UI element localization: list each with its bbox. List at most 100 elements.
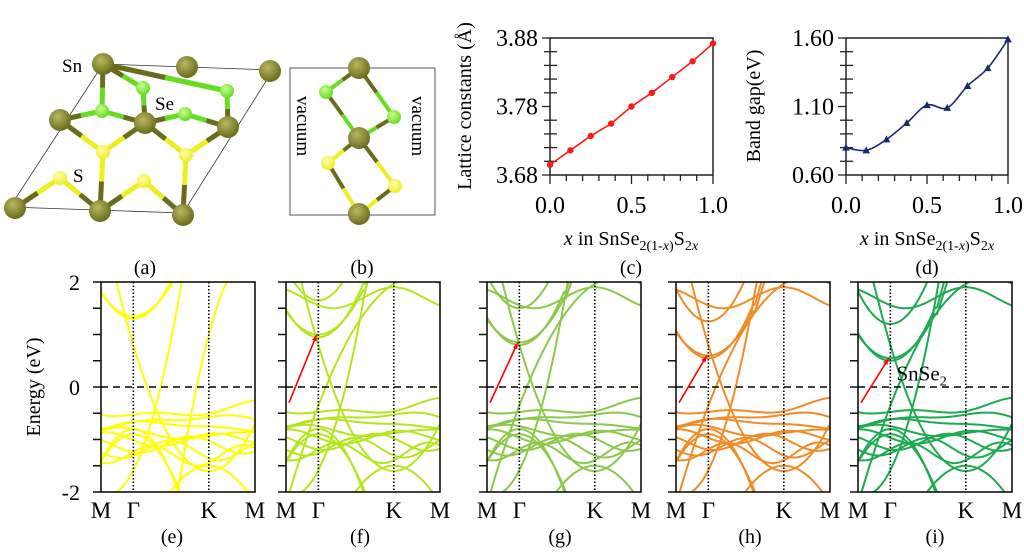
band-line (858, 417, 1012, 430)
s-atom (137, 174, 151, 188)
s-atom (321, 156, 335, 170)
band-line (286, 433, 367, 492)
band-line (101, 427, 180, 492)
s-atom (388, 179, 402, 193)
x-tick-label: 0.0 (831, 193, 861, 219)
sn-atom (176, 56, 198, 78)
k-point-label: M (245, 498, 265, 523)
k-point-label: M (1002, 498, 1022, 523)
band-line (487, 417, 641, 430)
data-point (669, 73, 676, 81)
band-line (690, 282, 830, 473)
data-point (709, 40, 717, 47)
band-line (872, 282, 1012, 473)
band-line (487, 441, 641, 465)
se-atom (220, 84, 234, 98)
data-point (648, 89, 656, 97)
data-point (842, 143, 850, 151)
vacuum-label-right: vacuum (407, 96, 428, 156)
data-point (862, 146, 871, 154)
chart-d-xlabel: x in SnSe2(1-x)S2x (859, 228, 995, 254)
sn-atom (348, 127, 370, 149)
y-tick-label: 1.10 (792, 95, 834, 121)
bands (676, 282, 830, 492)
sn-atom (89, 200, 111, 222)
k-point-label: K (586, 498, 603, 523)
band-line (676, 441, 830, 465)
sn-atom (217, 116, 239, 138)
band-line (926, 464, 1006, 492)
band-line (101, 439, 255, 462)
data-point (587, 132, 594, 140)
y-tick-label: 1.60 (792, 26, 834, 52)
band-line (286, 417, 440, 430)
k-point-label: M (631, 498, 651, 523)
x-tick-label: 1.0 (698, 193, 728, 219)
x-tick-label: 0.0 (535, 193, 565, 219)
band-line (676, 436, 830, 459)
panel-label-f: (f) (350, 526, 370, 548)
chart-c-ylabel: Lattice constants (Å) (454, 22, 476, 190)
sn-atom (4, 197, 26, 219)
band-line (286, 436, 440, 459)
band-line (555, 464, 635, 492)
k-point-label: K (200, 498, 217, 523)
atom-label-se: Se (155, 94, 174, 115)
chart-d-ylabel: Band gap(eV) (743, 50, 765, 163)
bands (487, 282, 641, 492)
k-point-label: Γ (513, 498, 526, 523)
band-line (101, 399, 255, 418)
bands (286, 282, 440, 492)
band-line (288, 282, 440, 492)
sn-atom (172, 204, 194, 226)
panel-label-h: (h) (738, 526, 761, 548)
k-point-label: M (91, 498, 111, 523)
band-line (169, 464, 249, 492)
data-point (923, 101, 931, 109)
sn-atom (92, 53, 114, 75)
band-line (858, 441, 1012, 465)
band-line (286, 396, 440, 415)
se-atom (95, 104, 109, 118)
transition-arrow (489, 342, 519, 404)
band-line (101, 433, 182, 492)
band-line (487, 282, 570, 347)
k-point-label: K (385, 498, 402, 523)
chart-c-xlabel: x in SnSe2(1-x)S2x (563, 228, 699, 254)
panel-label-i: (i) (926, 526, 945, 548)
bands (101, 282, 255, 492)
series-line (845, 38, 1009, 152)
y-tick-label: 3.68 (496, 163, 538, 189)
panel-label-c: (c) (620, 257, 642, 279)
band-line (101, 282, 183, 492)
band-line (101, 444, 255, 467)
band-ytick-0: 0 (69, 375, 80, 400)
bands (858, 282, 1012, 492)
band-line (858, 396, 1012, 415)
band-line (858, 433, 939, 492)
data-point (689, 58, 696, 65)
band-line (487, 436, 641, 459)
k-point-label: Γ (127, 498, 140, 523)
arrow-head-icon (312, 334, 317, 342)
band-line (127, 282, 140, 284)
band-line (101, 282, 172, 320)
band-line (858, 427, 937, 492)
data-point (902, 118, 911, 126)
k-point-label: M (848, 498, 868, 523)
transition-arrow (860, 357, 890, 404)
data-point (963, 81, 972, 89)
band-line (489, 282, 550, 310)
band-line (676, 282, 766, 357)
structure-side-view (289, 57, 436, 225)
band-ylabel: Energy (eV) (23, 337, 45, 436)
band-line (487, 427, 566, 492)
panel-label-d: (d) (915, 257, 938, 279)
band-line (487, 396, 641, 415)
band-line (860, 282, 1012, 492)
